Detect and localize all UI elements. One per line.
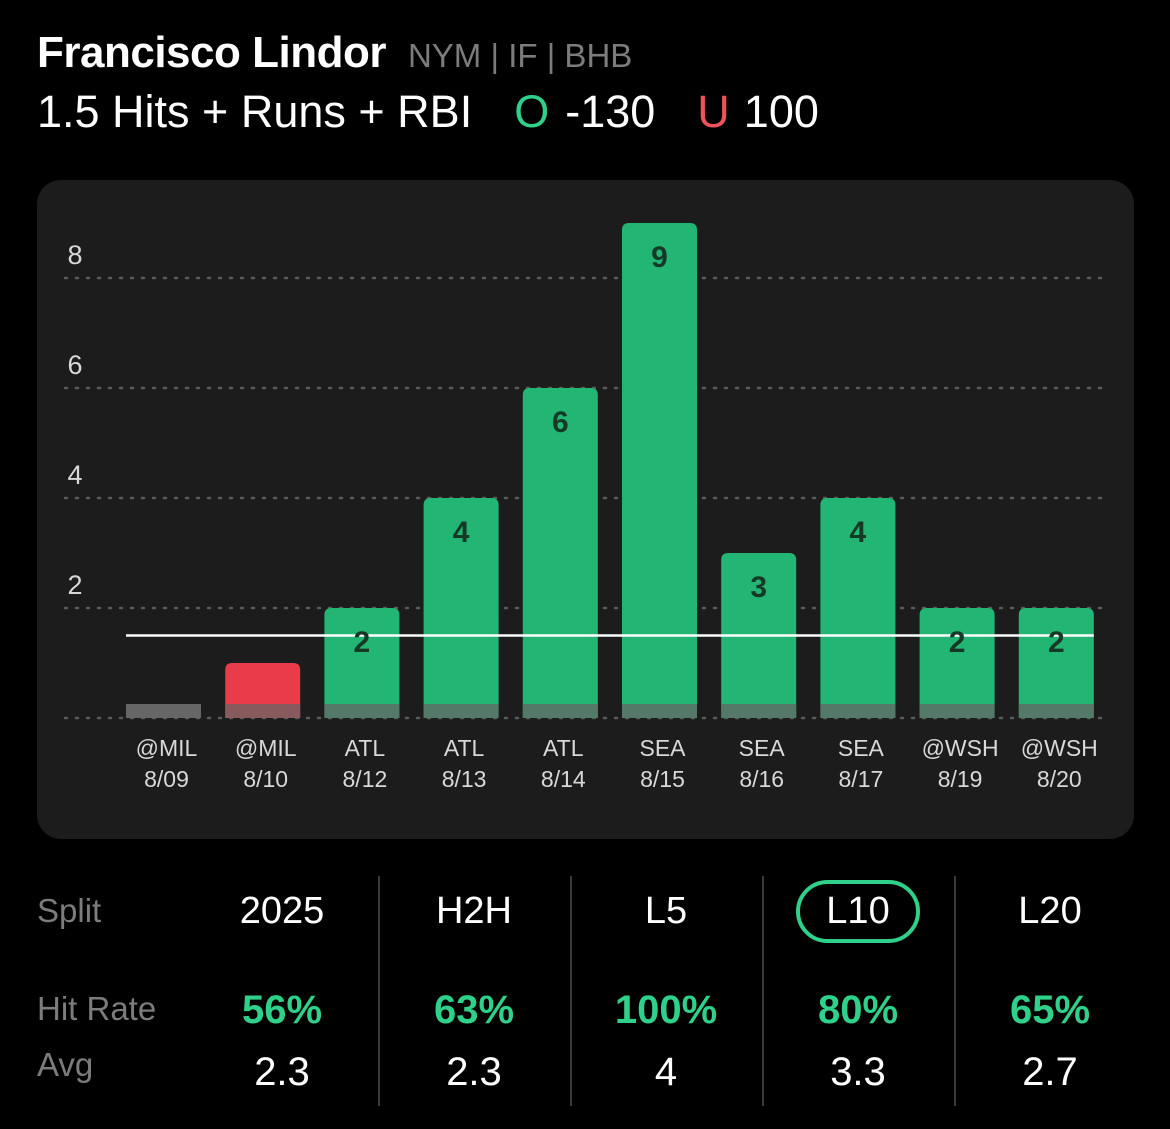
split-name[interactable]: L20 bbox=[954, 890, 1146, 933]
x-tick-opponent: @WSH bbox=[1021, 735, 1098, 761]
split-column-l20[interactable]: L20 65% 2.7 bbox=[954, 860, 1146, 1110]
x-tick-opponent: ATL bbox=[543, 735, 584, 761]
bar-base bbox=[721, 704, 797, 718]
bar-base bbox=[919, 704, 995, 718]
x-tick-date: 8/14 bbox=[541, 766, 586, 792]
bar-value-label: 2 bbox=[354, 626, 371, 659]
split-avg: 2.3 bbox=[254, 1050, 310, 1094]
y-tick-label: 4 bbox=[67, 460, 82, 490]
bar-value-label: 4 bbox=[850, 516, 867, 549]
bar-value-label: 4 bbox=[453, 516, 470, 549]
bar-base bbox=[522, 704, 598, 718]
over-odds[interactable]: -130 bbox=[565, 86, 656, 137]
bar-base bbox=[622, 704, 697, 718]
x-tick-opponent: SEA bbox=[639, 735, 686, 761]
avg-row-label: Avg bbox=[37, 1046, 94, 1083]
x-tick-date: 8/20 bbox=[1037, 766, 1082, 792]
bar-base bbox=[324, 704, 400, 718]
x-tick-date: 8/13 bbox=[442, 766, 487, 792]
split-hit-rate: 56% bbox=[241, 988, 323, 1032]
x-tick-opponent: @MIL bbox=[235, 735, 297, 761]
split-name-text: 2025 bbox=[239, 890, 325, 932]
x-tick-date: 8/15 bbox=[640, 766, 685, 792]
prop-row: 1.5 Hits + Runs + RBI O -130 U 100 bbox=[37, 86, 819, 138]
split-name-selected[interactable]: L10 bbox=[762, 880, 954, 943]
player-name[interactable]: Francisco Lindor bbox=[37, 28, 386, 77]
column-divider bbox=[378, 876, 380, 1106]
x-tick-date: 8/12 bbox=[343, 766, 388, 792]
split-name[interactable]: 2025 bbox=[186, 890, 378, 933]
bar-base bbox=[225, 704, 301, 718]
y-tick-label: 8 bbox=[67, 240, 82, 270]
split-name-text: H2H bbox=[435, 890, 513, 932]
column-divider bbox=[570, 876, 572, 1106]
x-tick-opponent: ATL bbox=[444, 735, 485, 761]
split-avg: 4 bbox=[654, 1050, 678, 1094]
split-column-h2h[interactable]: H2H 63% 2.3 bbox=[378, 860, 570, 1110]
bar-value-label: 3 bbox=[750, 571, 767, 604]
x-tick-date: 8/16 bbox=[739, 766, 784, 792]
split-name-text: L20 bbox=[1018, 890, 1082, 932]
bar-value-label: 9 bbox=[651, 241, 668, 274]
x-tick-date: 8/09 bbox=[144, 766, 189, 792]
header: Francisco Lindor NYM | IF | BHB 1.5 Hits… bbox=[37, 28, 819, 138]
game-log-chart: 2 4 6 8 @MIL 8/09 @MIL 8/10 ATL 8/12 ATL 8/13 ATL 8/1… bbox=[63, 223, 1107, 792]
chart-card: 2 4 6 8 @MIL 8/09 @MIL 8/10 ATL 8/12 ATL 8/13 ATL 8/1… bbox=[37, 180, 1134, 839]
bar-value-label: 6 bbox=[552, 406, 569, 439]
split-hit-rate: 63% bbox=[433, 988, 515, 1032]
bar bbox=[324, 608, 400, 718]
bar bbox=[919, 608, 995, 718]
x-tick-date: 8/10 bbox=[243, 766, 288, 792]
bar-value-label: 2 bbox=[1048, 626, 1065, 659]
split-row-label: Split bbox=[37, 892, 102, 929]
bar-base bbox=[423, 704, 499, 718]
player-row: Francisco Lindor NYM | IF | BHB bbox=[37, 28, 819, 78]
split-column-2025[interactable]: 2025 56% 2.3 bbox=[186, 860, 378, 1110]
column-divider bbox=[954, 876, 956, 1106]
over-label[interactable]: O bbox=[514, 86, 550, 137]
bar-base bbox=[820, 704, 896, 718]
split-name[interactable]: H2H bbox=[378, 890, 570, 933]
split-column-l5[interactable]: L5 100% 4 bbox=[570, 860, 762, 1110]
bar-base bbox=[1018, 704, 1094, 718]
split-name[interactable]: L5 bbox=[570, 890, 762, 933]
split-avg: 2.7 bbox=[1022, 1050, 1078, 1094]
player-meta: NYM | IF | BHB bbox=[407, 37, 633, 74]
x-tick-opponent: @WSH bbox=[922, 735, 999, 761]
bar bbox=[1018, 608, 1094, 718]
split-avg: 3.3 bbox=[830, 1050, 886, 1094]
split-hit-rate: 100% bbox=[614, 988, 718, 1032]
split-avg: 2.3 bbox=[446, 1050, 502, 1094]
x-tick-opponent: ATL bbox=[345, 735, 386, 761]
splits-table: Split Hit Rate Avg 2025 56% 2.3 H2H 63% … bbox=[0, 860, 1170, 1120]
hit-rate-row-label: Hit Rate bbox=[37, 990, 157, 1027]
split-hit-rate: 80% bbox=[817, 988, 899, 1032]
under-odds[interactable]: 100 bbox=[743, 86, 819, 137]
bar-value-label: 2 bbox=[949, 626, 966, 659]
under-label[interactable]: U bbox=[697, 86, 730, 137]
x-tick-opponent: SEA bbox=[838, 735, 885, 761]
bar-base bbox=[126, 704, 201, 718]
split-hit-rate: 65% bbox=[1009, 988, 1091, 1032]
bar bbox=[622, 223, 697, 718]
x-tick-date: 8/19 bbox=[938, 766, 983, 792]
y-tick-label: 2 bbox=[67, 570, 82, 600]
prop-line: 1.5 Hits + Runs + RBI bbox=[37, 86, 473, 137]
split-name-text: L10 bbox=[796, 880, 920, 943]
bar bbox=[423, 498, 499, 718]
split-column-l10[interactable]: L10 80% 3.3 bbox=[762, 860, 954, 1110]
bar bbox=[820, 498, 896, 718]
x-tick-opponent: SEA bbox=[739, 735, 786, 761]
x-tick-opponent: @MIL bbox=[136, 735, 198, 761]
x-tick-date: 8/17 bbox=[839, 766, 884, 792]
split-name-text: L5 bbox=[644, 890, 688, 932]
column-divider bbox=[762, 876, 764, 1106]
y-tick-label: 6 bbox=[67, 350, 82, 380]
